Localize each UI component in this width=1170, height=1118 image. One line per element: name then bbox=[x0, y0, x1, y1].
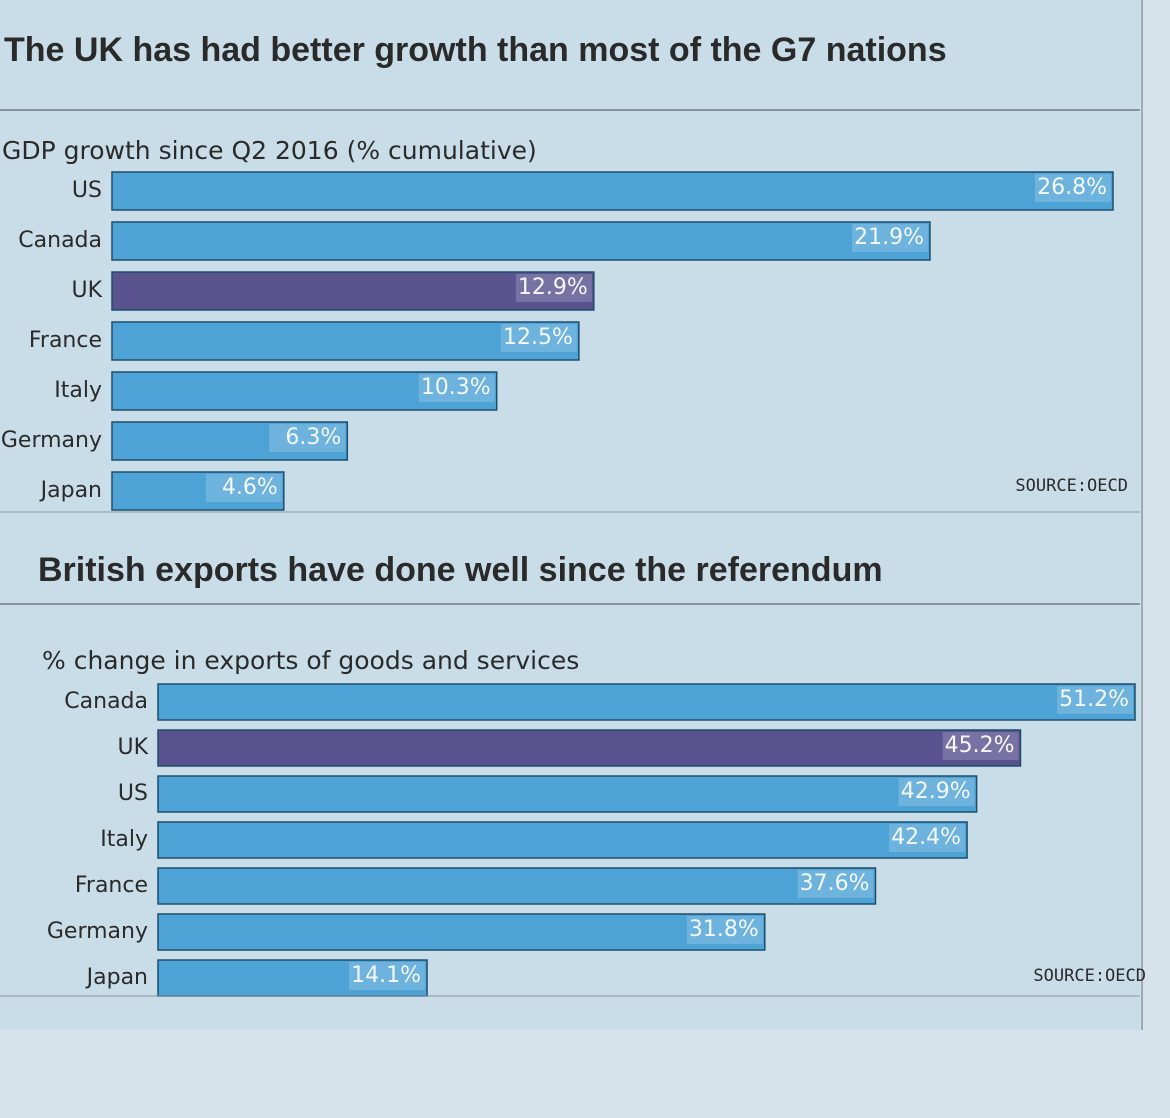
category-label: France bbox=[29, 328, 102, 353]
value-label: 12.5% bbox=[503, 325, 573, 350]
value-label-box bbox=[889, 824, 966, 852]
source-note: SOURCE:OECD bbox=[1015, 476, 1128, 496]
value-label-box bbox=[898, 778, 975, 806]
value-label: 51.2% bbox=[1059, 687, 1129, 712]
value-label-box bbox=[797, 870, 874, 898]
bar bbox=[157, 913, 766, 951]
bar bbox=[111, 221, 931, 261]
value-label: 26.8% bbox=[1037, 175, 1107, 200]
value-label: 31.8% bbox=[689, 917, 759, 942]
bar bbox=[157, 775, 978, 813]
category-label: Japan bbox=[39, 478, 102, 503]
category-label: UK bbox=[117, 735, 148, 760]
chart-subtitle: % change in exports of goods and service… bbox=[42, 646, 579, 675]
value-label-box bbox=[515, 274, 592, 302]
value-label: 21.9% bbox=[854, 225, 924, 250]
bar bbox=[157, 821, 968, 859]
category-label: Canada bbox=[18, 228, 102, 253]
category-label: UK bbox=[71, 278, 102, 303]
bar bbox=[111, 171, 1114, 211]
value-label-box bbox=[1035, 174, 1111, 202]
value-label-box bbox=[1057, 686, 1133, 714]
value-label-box bbox=[686, 916, 763, 944]
value-label: 4.6% bbox=[222, 475, 278, 500]
chart-title: The UK has had better growth than most o… bbox=[4, 31, 947, 69]
category-label: US bbox=[118, 781, 148, 806]
bar bbox=[157, 729, 1022, 767]
value-label-box bbox=[500, 324, 577, 352]
chart-subtitle: GDP growth since Q2 2016 (% cumulative) bbox=[2, 136, 537, 165]
value-label: 6.3% bbox=[285, 425, 341, 450]
value-label: 37.6% bbox=[800, 871, 870, 896]
bar bbox=[111, 321, 580, 361]
value-label-box bbox=[418, 374, 495, 402]
bar bbox=[157, 683, 1136, 721]
category-label: France bbox=[75, 873, 148, 898]
bar bbox=[111, 421, 349, 461]
bar bbox=[157, 867, 877, 905]
bar bbox=[111, 371, 498, 411]
value-label: 42.4% bbox=[891, 825, 961, 850]
value-label-box bbox=[851, 224, 928, 252]
bar bbox=[111, 471, 285, 511]
value-label: 42.9% bbox=[901, 779, 971, 804]
chart-title: British exports have done well since the… bbox=[38, 551, 883, 589]
category-label: Italy bbox=[100, 827, 148, 852]
value-label: 10.3% bbox=[421, 375, 491, 400]
bar bbox=[111, 271, 595, 311]
category-label: Japan bbox=[85, 965, 148, 990]
value-label: 45.2% bbox=[945, 733, 1015, 758]
value-label-box bbox=[269, 424, 346, 452]
value-label-box bbox=[942, 732, 1019, 760]
source-note: SOURCE:OECD bbox=[1033, 966, 1146, 986]
value-label-box bbox=[205, 474, 282, 502]
bar bbox=[157, 959, 428, 997]
value-label: 12.9% bbox=[518, 275, 588, 300]
category-label: Italy bbox=[54, 378, 102, 403]
category-label: Germany bbox=[1, 428, 102, 453]
category-label: Germany bbox=[47, 919, 148, 944]
category-label: US bbox=[72, 178, 102, 203]
category-label: Canada bbox=[64, 689, 148, 714]
value-label-box bbox=[349, 962, 426, 990]
value-label: 14.1% bbox=[351, 963, 421, 988]
